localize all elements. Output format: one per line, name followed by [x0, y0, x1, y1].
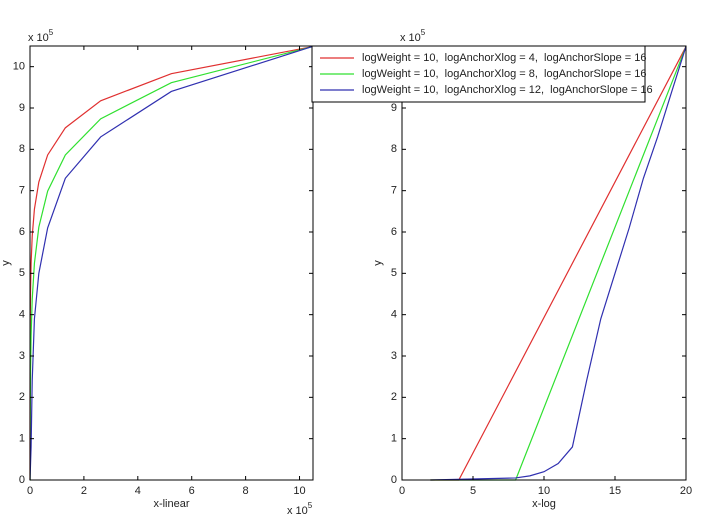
y-tick-label: 4 [391, 309, 397, 321]
legend-box [311, 45, 646, 103]
y-tick-label: 9 [391, 102, 397, 114]
multiplier-exponent: 5 [421, 28, 426, 37]
y-tick-label: 5 [19, 267, 25, 279]
y-tick-label: 3 [19, 350, 25, 362]
x-tick-label: 6 [189, 485, 195, 497]
y-tick-label: 6 [391, 226, 397, 238]
x-tick-label: 2 [81, 485, 87, 497]
axes-box [29, 45, 314, 481]
multiplier-exponent: 5 [49, 28, 54, 37]
x-tick-label: 20 [680, 485, 692, 497]
y-tick-label: 8 [19, 143, 25, 155]
x-tick-label: 0 [399, 485, 405, 497]
x-tick-label: 10 [293, 485, 305, 497]
y-tick-label: 2 [19, 391, 25, 403]
x-tick-label: 8 [243, 485, 249, 497]
x-tick-label: 0 [27, 485, 33, 497]
y-tick-label: 10 [13, 61, 25, 73]
y-tick-label: 9 [19, 102, 25, 114]
y-tick-label: 0 [391, 474, 397, 486]
multiplier-base: x 10 [28, 32, 49, 44]
legend-label: logWeight = 10, logAnchorXlog = 12, logA… [362, 84, 653, 96]
axis-multiplier: x 105 [400, 28, 426, 44]
y-tick-label: 3 [391, 350, 397, 362]
y-tick-label: 2 [391, 391, 397, 403]
series-line [430, 46, 687, 481]
plot-area [30, 46, 313, 480]
plot-area [402, 46, 686, 480]
multiplier-exponent: 5 [308, 501, 313, 510]
legend-label: logWeight = 10, logAnchorXlog = 4, logAn… [362, 52, 646, 64]
x-tick-label: 15 [609, 485, 621, 497]
y-tick-label: 8 [391, 143, 397, 155]
y-axis-label: y [0, 260, 12, 266]
axis-multiplier: x 105 [287, 501, 313, 517]
x-tick-label: 5 [470, 485, 476, 497]
y-tick-label: 1 [391, 433, 397, 445]
y-tick-label: 1 [19, 433, 25, 445]
axis-multiplier: x 105 [28, 28, 54, 44]
y-axis-label: y [372, 260, 384, 266]
y-tick-label: 0 [19, 474, 25, 486]
y-tick-label: 7 [391, 185, 397, 197]
x-tick-label: 4 [135, 485, 141, 497]
multiplier-base: x 10 [400, 32, 421, 44]
x-axis-label: x-linear [153, 498, 189, 510]
y-tick-label: 7 [19, 185, 25, 197]
legend-label: logWeight = 10, logAnchorXlog = 8, logAn… [362, 68, 646, 80]
x-axis-label: x-log [532, 498, 556, 510]
y-tick-label: 5 [391, 267, 397, 279]
x-tick-label: 10 [538, 485, 550, 497]
y-tick-label: 4 [19, 309, 25, 321]
multiplier-base: x 10 [287, 505, 308, 517]
y-tick-label: 6 [19, 226, 25, 238]
